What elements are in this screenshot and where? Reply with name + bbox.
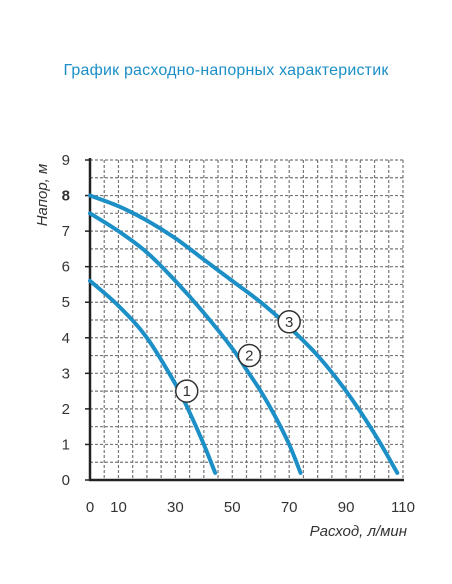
x-axis-label: Расход, л/мин xyxy=(310,523,407,540)
series-line-2 xyxy=(88,211,303,475)
y-tick-label: 4 xyxy=(62,330,70,347)
x-tick-label: 90 xyxy=(338,499,355,516)
x-tick-label: 10 xyxy=(110,499,127,516)
x-tick-label: 70 xyxy=(281,499,298,516)
x-tick-label: 30 xyxy=(167,499,184,516)
x-tick-label: 50 xyxy=(224,499,241,516)
x-tick-label: 0 xyxy=(86,499,94,516)
curve-label-circle-3 xyxy=(277,310,301,334)
y-tick-label: 8 xyxy=(62,188,70,205)
series-line-3 xyxy=(88,193,400,475)
y-tick-label: 7 xyxy=(62,223,70,240)
chart-title: График расходно-напорных характеристик xyxy=(63,62,389,79)
curve-label-circle-1 xyxy=(174,379,199,403)
series-line-1 xyxy=(88,278,218,475)
curve-label-2: 2 xyxy=(245,348,253,365)
y-tick-label: 0 xyxy=(62,472,70,489)
y-tick-label: 5 xyxy=(62,294,70,311)
curves xyxy=(88,193,400,475)
y-tick-label: 3 xyxy=(62,365,70,382)
grid xyxy=(90,159,404,480)
y-tick-label: 6 xyxy=(62,259,70,276)
x-tick-label: 110 xyxy=(391,499,415,516)
curve-labels: 1 2 3 xyxy=(174,310,301,403)
curve-label-1: 1 xyxy=(183,383,191,400)
curve-label-3: 3 xyxy=(285,314,293,331)
y-tick-label: 1 xyxy=(62,436,70,453)
y-axis-label: Напор, м xyxy=(34,164,51,227)
curve-label-circle-2 xyxy=(237,343,262,368)
y-tick-label: 2 xyxy=(62,401,70,418)
y-tick-label: 9 xyxy=(62,152,70,169)
tick-labels: 0 10 30 50 70 90 110 0 1 2 3 4 5 6 7 8 9 xyxy=(62,152,415,516)
